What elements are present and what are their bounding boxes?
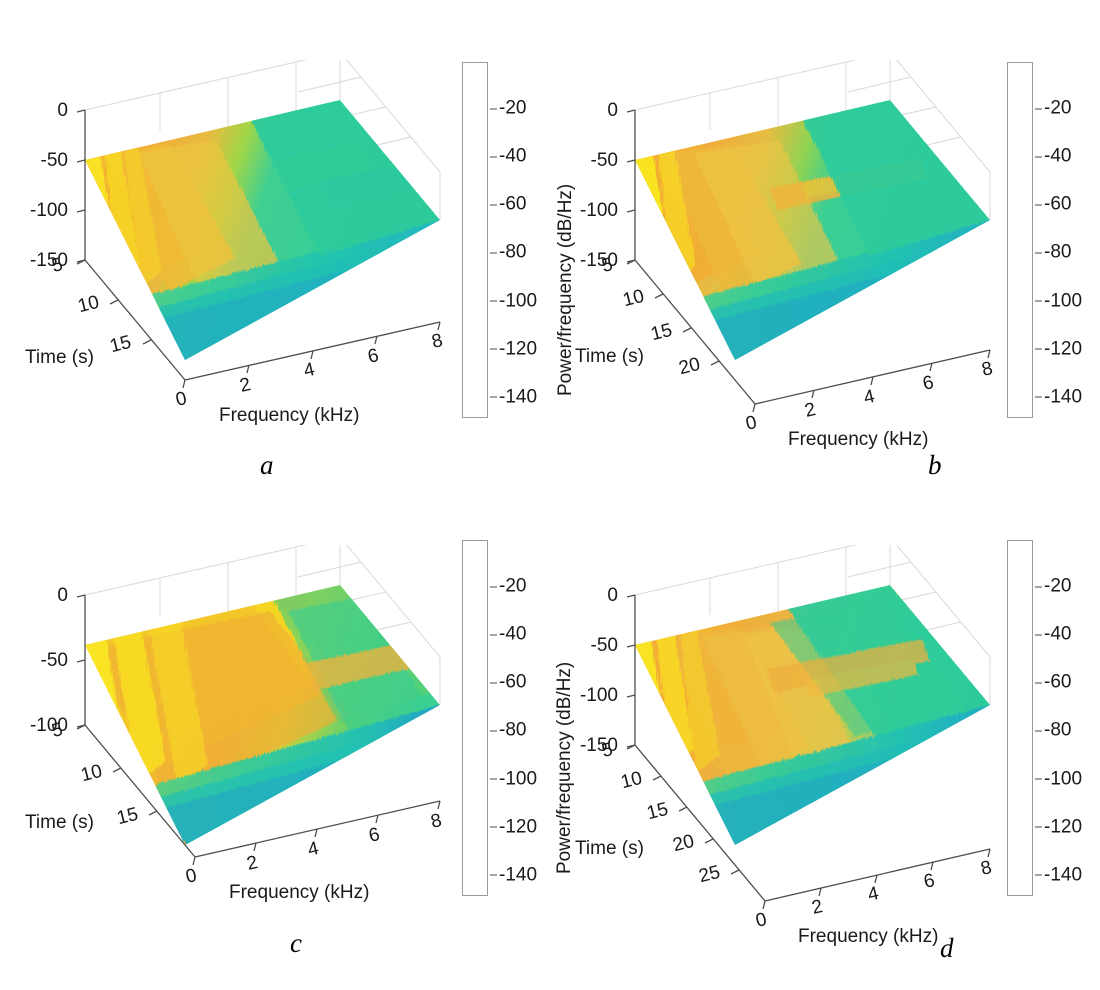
- panel-d-ylabel: Time (s): [575, 838, 644, 859]
- panel-b-caption: b: [928, 450, 942, 480]
- panel-a-ylabel: Time (s): [25, 347, 94, 368]
- colorbar-d-gradient: [1007, 540, 1033, 896]
- panel-b-ytick-2: 15: [648, 319, 675, 346]
- panel-d-ztick-1: -50: [590, 635, 618, 656]
- panel-a-plot: 0 -50 -100 -150 5 10 15 0 2 4 6 8 Time (…: [20, 60, 450, 460]
- colorbar-d-tick-1: -40: [1034, 623, 1072, 645]
- panel-c-ztick-2: -100: [29, 715, 68, 736]
- colorbar-c-tick-4: -100: [489, 768, 538, 790]
- panel-d-ytick-2: 15: [644, 798, 671, 825]
- colorbar-a-tick-2: -60: [489, 193, 527, 215]
- panel-c-ytick-1: 10: [78, 760, 105, 787]
- panel-c-axes: [76, 594, 441, 866]
- panel-a-ztick-3: -150: [29, 250, 68, 271]
- colorbar-c-tick-2: -60: [489, 671, 527, 693]
- colorbar-c-ticks: -20 -40 -60 -80 -100 -120 -140: [488, 540, 548, 896]
- colorbar-b: -20 -40 -60 -80 -100 -120 -140 Power/fre…: [1007, 62, 1100, 418]
- panel-c-ztick-0: 0: [57, 585, 68, 606]
- panel-d-ytick-4: 25: [696, 861, 723, 888]
- panel-b-ylabel: Time (s): [575, 346, 644, 367]
- colorbar-a-tick-0: -20: [489, 97, 527, 119]
- panel-d-ztick-0: 0: [607, 585, 618, 606]
- colorbar-c-tick-0: -20: [489, 575, 527, 597]
- colorbar-a: -20 -40 -60 -80 -100 -120 -140 Power/fre…: [462, 62, 576, 418]
- colorbar-d-ticks: -20 -40 -60 -80 -100 -120 -140: [1033, 540, 1093, 896]
- colorbar-d-tick-2: -60: [1034, 671, 1072, 693]
- panel-b-ztick-3: -150: [579, 250, 618, 271]
- panel-d-surface: [626, 545, 991, 910]
- colorbar-c-tick-5: -120: [489, 816, 538, 838]
- panel-d-ytick-3: 20: [670, 830, 697, 857]
- colorbar-a-gradient: [462, 62, 488, 418]
- panel-d-xlabel: Frequency (kHz): [798, 926, 939, 947]
- colorbar-b-tick-3: -80: [1034, 241, 1072, 263]
- colorbar-d-tick-5: -120: [1034, 816, 1083, 838]
- panel-a-ztick-1: -50: [40, 150, 68, 171]
- panel-b-axes: [626, 109, 991, 413]
- colorbar-a-tick-1: -40: [489, 145, 527, 167]
- colorbar-c-tick-1: -40: [489, 623, 527, 645]
- colorbar-d: -20 -40 -60 -80 -100 -120 -140 Power/fre…: [1007, 540, 1100, 896]
- panel-c: 0 -50 -100 5 10 15 0 2 4 6 8 Time (s) Fr…: [20, 545, 450, 957]
- panel-a-caption: a: [260, 450, 274, 480]
- panel-b-ztick-2: -100: [579, 200, 618, 221]
- panel-a-surface: [76, 60, 441, 389]
- colorbar-b-tick-0: -20: [1034, 97, 1072, 119]
- panel-a-ztick-2: -100: [29, 200, 68, 221]
- colorbar-a-tick-6: -140: [489, 386, 538, 408]
- panel-d-grid: [634, 545, 991, 745]
- panel-d-axes: [626, 594, 991, 910]
- colorbar-b-ticks: -20 -40 -60 -80 -100 -120 -140: [1033, 62, 1093, 418]
- panel-d-ztick-3: -150: [579, 735, 618, 756]
- colorbar-d-tick-0: -20: [1034, 575, 1072, 597]
- colorbar-b-tick-4: -100: [1034, 290, 1083, 312]
- panel-a-ztick-0: 0: [57, 100, 68, 121]
- colorbar-b-gradient: [1007, 62, 1033, 418]
- colorbar-c-gradient: [462, 540, 488, 896]
- panel-d-caption: d: [940, 933, 954, 963]
- panel-c-surface: [76, 545, 441, 866]
- panel-a: 0 -50 -100 -150 5 10 15 0 2 4 6 8 Time (…: [20, 60, 450, 479]
- panel-d-surface-body: [635, 585, 990, 845]
- colorbar-b-tick-6: -140: [1034, 386, 1083, 408]
- panel-b: 0 -50 -100 -150 5 10 15 20 0 2 4 6 8 Tim…: [570, 60, 1000, 479]
- panel-c-plot: 0 -50 -100 5 10 15 0 2 4 6 8 Time (s) Fr…: [20, 545, 450, 945]
- panel-b-plot: 0 -50 -100 -150 5 10 15 20 0 2 4 6 8 Tim…: [570, 60, 1000, 460]
- panel-b-surface: [626, 60, 991, 413]
- panel-b-surface-body: [635, 100, 990, 360]
- panel-d-ytick-1: 10: [618, 767, 645, 794]
- panel-c-xlabel: Frequency (kHz): [229, 882, 370, 903]
- colorbar-b-tick-1: -40: [1034, 145, 1072, 167]
- panel-b-ytick-3: 20: [676, 353, 703, 380]
- panel-d-plot: 0 -50 -100 -150 5 10 15 20 25 0 2 4 6 8 …: [570, 545, 1000, 947]
- colorbar-a-tick-3: -80: [489, 241, 527, 263]
- panel-a-axes: [76, 109, 441, 389]
- colorbar-c: -20 -40 -60 -80 -100 -120 -140 Power/fre…: [462, 540, 575, 896]
- panel-a-ytick-2: 15: [107, 331, 134, 358]
- panel-c-ylabel: Time (s): [25, 812, 94, 833]
- panel-b-ztick-1: -50: [590, 150, 618, 171]
- colorbar-c-tick-3: -80: [489, 719, 527, 741]
- panel-b-xlabel: Frequency (kHz): [788, 429, 929, 450]
- panel-b-ytick-1: 10: [620, 285, 647, 312]
- colorbar-c-tick-6: -140: [489, 864, 538, 886]
- colorbar-b-tick-2: -60: [1034, 193, 1072, 215]
- panel-c-ztick-1: -50: [40, 650, 68, 671]
- colorbar-d-tick-3: -80: [1034, 719, 1072, 741]
- panel-a-ytick-1: 10: [75, 291, 102, 318]
- panel-c-caption: c: [290, 928, 302, 958]
- colorbar-b-tick-5: -120: [1034, 338, 1083, 360]
- panel-d: 0 -50 -100 -150 5 10 15 20 25 0 2 4 6 8 …: [570, 545, 1000, 962]
- panel-c-ytick-2: 15: [114, 803, 141, 830]
- colorbar-a-tick-5: -120: [489, 338, 538, 360]
- colorbar-a-ticks: -20 -40 -60 -80 -100 -120 -140: [488, 62, 548, 418]
- colorbar-a-tick-4: -100: [489, 290, 538, 312]
- panel-a-xlabel: Frequency (kHz): [219, 405, 360, 426]
- colorbar-d-tick-4: -100: [1034, 768, 1083, 790]
- panel-b-ztick-0: 0: [607, 100, 618, 121]
- colorbar-d-tick-6: -140: [1034, 864, 1083, 886]
- panel-d-ztick-2: -100: [579, 685, 618, 706]
